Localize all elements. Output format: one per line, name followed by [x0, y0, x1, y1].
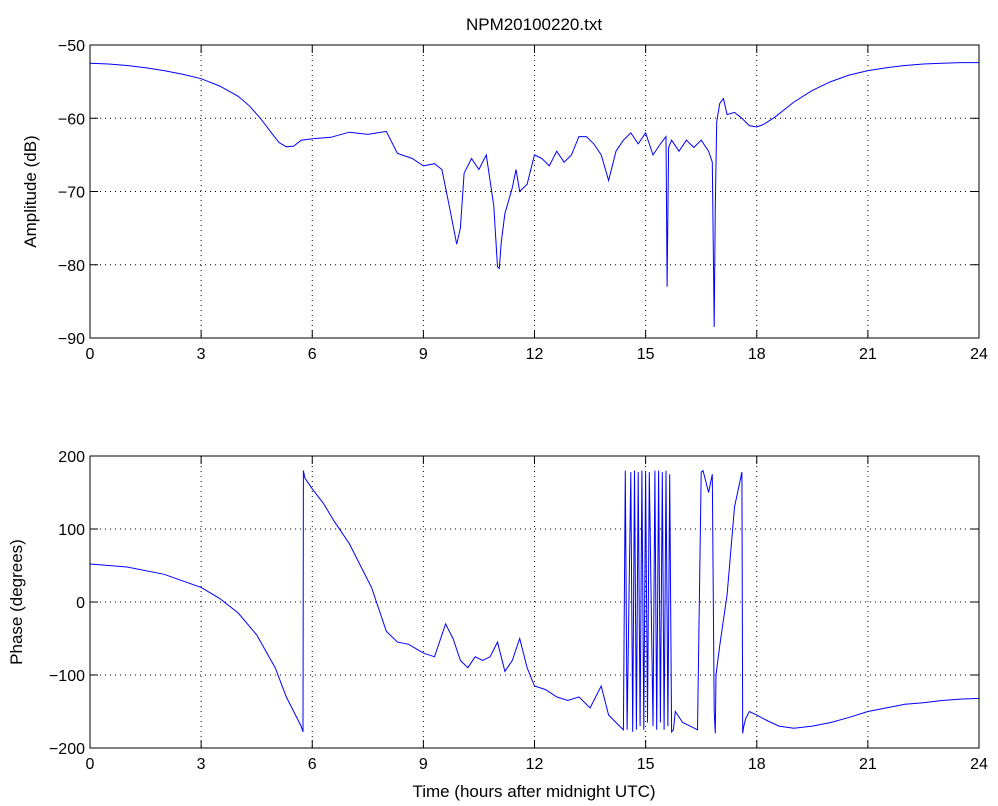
x-tick-label: 3	[197, 756, 206, 773]
y-tick-label: −90	[58, 331, 85, 348]
phase-series-line	[89, 469, 980, 734]
x-tick-label: 9	[419, 346, 428, 363]
amplitude-grid	[90, 45, 979, 338]
amplitude-y-axis-label: Amplitude (dB)	[21, 135, 40, 247]
x-tick-label: 24	[970, 346, 988, 363]
x-tick-label: 12	[526, 756, 544, 773]
phase-series-layer	[89, 469, 980, 734]
x-tick-label: 6	[308, 756, 317, 773]
y-tick-label: −100	[49, 668, 85, 685]
x-tick-label: 0	[86, 756, 95, 773]
y-tick-label: 200	[58, 449, 85, 466]
y-tick-label: −200	[49, 741, 85, 758]
x-tick-label: 0	[86, 346, 95, 363]
phase-y-axis-label: Phase (degrees)	[7, 539, 26, 665]
amplitude-series-layer	[89, 62, 979, 328]
x-axis-label: Time (hours after midnight UTC)	[412, 782, 655, 801]
y-tick-label: 100	[58, 522, 85, 539]
phase-plot: 0 3 6 9 12 15 18 21 24 200 100 0 −100 −200 Phase (deg…	[7, 449, 988, 801]
chart-title: NPM20100220.txt	[466, 15, 602, 34]
y-tick-label: −50	[58, 38, 85, 55]
x-tick-label: 15	[637, 756, 655, 773]
x-tick-label: 12	[526, 346, 544, 363]
x-tick-label: 21	[859, 756, 877, 773]
x-tick-label: 15	[637, 346, 655, 363]
x-tick-label: 18	[748, 756, 766, 773]
amplitude-plot: NPM20100220.txt 0 3 6 9 12 15 18 21 24 −50 −60 −70 −…	[21, 15, 988, 363]
x-tick-label: 24	[970, 756, 988, 773]
y-tick-label: −70	[58, 185, 85, 202]
phase-ticks: 0 3 6 9 12 15 18 21 24 200 100 0 −100 −200	[49, 449, 988, 773]
x-tick-label: 21	[859, 346, 877, 363]
y-tick-label: −60	[58, 111, 85, 128]
x-tick-label: 3	[197, 346, 206, 363]
x-tick-label: 6	[308, 346, 317, 363]
amplitude-series-line	[89, 62, 979, 328]
y-tick-label: 0	[76, 595, 85, 612]
amplitude-ticks: 0 3 6 9 12 15 18 21 24 −50 −60 −70 −80 −90	[58, 38, 988, 363]
x-tick-label: 9	[419, 756, 428, 773]
x-tick-label: 18	[748, 346, 766, 363]
phase-grid	[90, 456, 979, 748]
y-tick-label: −80	[58, 258, 85, 275]
